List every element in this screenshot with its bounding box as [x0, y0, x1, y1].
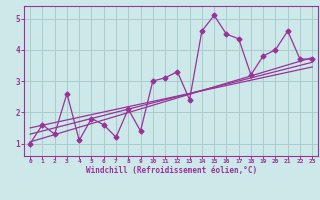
X-axis label: Windchill (Refroidissement éolien,°C): Windchill (Refroidissement éolien,°C) — [86, 166, 257, 175]
